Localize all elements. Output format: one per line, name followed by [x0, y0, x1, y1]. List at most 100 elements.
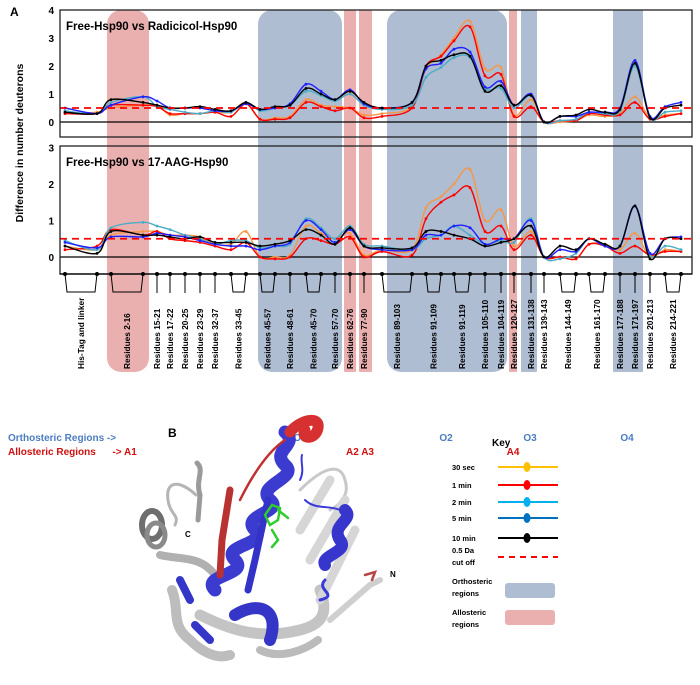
data-point: [168, 228, 172, 232]
x-bracket: [110, 273, 144, 293]
data-point: [333, 242, 337, 246]
data-point: [633, 231, 637, 235]
data-point: [244, 230, 248, 233]
data-point: [468, 186, 472, 190]
x-tick-label: Residues 139-143: [539, 299, 549, 369]
data-point: [348, 231, 352, 235]
data-point: [633, 101, 637, 104]
y-tick-label: 1: [48, 217, 54, 228]
data-point: [512, 106, 516, 110]
data-point: [229, 109, 233, 113]
data-point: [333, 105, 337, 108]
data-point: [362, 113, 366, 117]
x-tick-label: Residues 177-188: [615, 299, 625, 369]
data-point: [633, 59, 637, 62]
data-point: [258, 244, 262, 248]
key-item-label: 1 min: [452, 481, 472, 490]
key-orthosteric-swatch: [505, 583, 555, 598]
data-point: [499, 237, 503, 241]
c-terminus-label: C: [185, 530, 191, 539]
x-bracket: [305, 273, 322, 293]
data-point: [633, 64, 637, 68]
data-point: [213, 241, 217, 244]
x-tick-label: Residues 105-110: [480, 299, 490, 369]
region-shade-a2: [344, 10, 356, 372]
x-tick-label: Residues 62-76: [345, 308, 355, 369]
data-point: [512, 237, 516, 241]
data-point: [424, 75, 428, 79]
data-point: [499, 80, 503, 83]
data-point: [633, 204, 637, 208]
data-point: [439, 61, 443, 65]
data-point: [109, 226, 113, 230]
data-point: [587, 110, 591, 114]
data-point: [273, 257, 277, 261]
data-point: [424, 64, 428, 68]
data-point: [424, 233, 428, 237]
plot-frame: [59, 9, 693, 138]
data-point: [679, 237, 683, 241]
data-point: [410, 103, 414, 107]
data-point: [244, 241, 248, 244]
data-point: [483, 244, 487, 248]
x-tick-label: Residues 32-37: [210, 308, 220, 369]
data-point: [633, 95, 637, 99]
x-tick-label: Residues 23-29: [195, 308, 205, 369]
key-item-marker: [523, 480, 531, 490]
data-point: [95, 246, 99, 250]
data-point: [141, 103, 145, 107]
data-point: [304, 224, 308, 228]
key-item-label: 30 sec: [452, 463, 475, 472]
data-point: [348, 89, 352, 93]
data-point: [452, 193, 456, 197]
data-point: [452, 36, 456, 40]
x-bracket: [230, 273, 247, 293]
data-point: [558, 244, 562, 248]
key-allosteric-swatch: [505, 610, 555, 625]
x-bracket: [425, 273, 442, 293]
x-tick-label: Residues 120-127: [509, 299, 519, 369]
y-tick-label: 0: [48, 118, 54, 129]
x-tick-label: Residues 17-22: [165, 308, 175, 369]
data-point: [258, 117, 262, 121]
data-point: [288, 255, 292, 259]
x-tick-label: Residues 131-138: [526, 299, 536, 369]
key-item-marker: [523, 462, 531, 472]
data-point: [633, 61, 637, 65]
data-point: [63, 110, 67, 114]
data-point: [603, 242, 607, 246]
data-point: [288, 116, 292, 120]
data-point: [439, 230, 443, 233]
data-point: [574, 257, 578, 261]
data-point: [663, 250, 667, 253]
data-point: [362, 255, 366, 259]
data-point: [273, 105, 277, 108]
x-bracket: [453, 273, 471, 293]
data-point: [198, 105, 202, 108]
data-point: [141, 220, 145, 224]
data-point: [648, 257, 652, 261]
allosteric-regions-label: Allosteric Regions -> A1: [8, 447, 137, 458]
data-point: [679, 112, 683, 115]
data-point: [499, 84, 503, 87]
panel-a-label: A: [10, 5, 19, 19]
data-point: [258, 255, 262, 259]
data-point: [679, 248, 683, 252]
data-point: [468, 50, 472, 54]
data-point: [109, 98, 113, 101]
data-point: [499, 66, 503, 69]
data-point: [319, 233, 323, 237]
data-point: [63, 248, 67, 252]
n-terminus-label: N: [390, 570, 396, 579]
data-point: [155, 99, 159, 103]
data-point: [512, 241, 516, 244]
data-point: [155, 233, 159, 237]
data-point: [288, 239, 292, 242]
data-point: [273, 242, 277, 246]
x-tick-label: Residues 104-119: [496, 299, 506, 369]
data-point: [63, 241, 67, 244]
key-item-marker: [523, 533, 531, 543]
data-point: [109, 103, 113, 107]
data-point: [155, 103, 159, 107]
x-tick-label: His-Tag and linker: [76, 297, 86, 369]
